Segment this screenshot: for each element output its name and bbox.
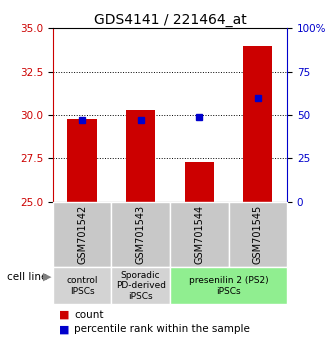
Text: ▶: ▶ [43, 272, 51, 282]
Bar [67, 119, 97, 202]
Text: cell line: cell line [7, 272, 47, 282]
Bar [184, 162, 214, 202]
Text: count: count [74, 310, 104, 320]
Text: GSM701543: GSM701543 [136, 205, 146, 264]
Bar [243, 46, 273, 202]
Text: presenilin 2 (PS2)
iPSCs: presenilin 2 (PS2) iPSCs [189, 276, 268, 296]
Text: percentile rank within the sample: percentile rank within the sample [74, 324, 250, 334]
Text: GSM701544: GSM701544 [194, 205, 204, 264]
Text: GSM701542: GSM701542 [77, 205, 87, 264]
Title: GDS4141 / 221464_at: GDS4141 / 221464_at [94, 13, 246, 27]
Text: ■: ■ [59, 310, 70, 320]
Bar [126, 110, 155, 202]
Text: GSM701545: GSM701545 [253, 205, 263, 264]
Text: ■: ■ [59, 324, 70, 334]
Text: Sporadic
PD-derived
iPSCs: Sporadic PD-derived iPSCs [115, 271, 166, 301]
Text: control
IPSCs: control IPSCs [66, 276, 98, 296]
